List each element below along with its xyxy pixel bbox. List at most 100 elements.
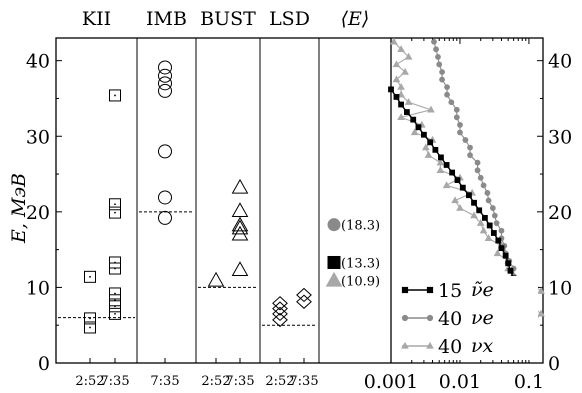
spectrum-point xyxy=(476,207,483,214)
mean-marker xyxy=(325,271,343,287)
event-marker xyxy=(231,202,249,218)
event-marker-dot xyxy=(114,299,116,302)
event-marker xyxy=(207,271,225,287)
legend-series-name: νx xyxy=(471,335,494,357)
legend-marker xyxy=(401,341,409,349)
spectrum-point xyxy=(403,109,410,115)
panel-title: LSD xyxy=(269,8,310,30)
spectrum-point xyxy=(456,203,464,211)
legend-count: 15 xyxy=(438,280,462,302)
spectrum-point xyxy=(457,122,463,128)
mean-energy-marks: (18.3) (13.3) (10.9) xyxy=(325,218,380,290)
spectrum-point xyxy=(398,101,404,108)
spectrum-point xyxy=(498,245,505,252)
event-marker xyxy=(109,256,121,269)
event-marker xyxy=(158,76,172,91)
spectrum-point xyxy=(485,197,492,204)
column-label: 2:52 xyxy=(75,374,104,389)
spectrum-point xyxy=(484,190,491,196)
event-marker-dot xyxy=(114,261,116,264)
spectrum-point xyxy=(467,152,473,159)
x-tick-label: 0.01 xyxy=(439,371,481,393)
panel-title: IMB xyxy=(146,8,187,30)
column-label: 7:35 xyxy=(100,374,129,389)
panel-titles: KII IMB BUST LSD ⟨E⟩ xyxy=(82,8,369,30)
spectrum-point xyxy=(439,69,445,75)
event-marker xyxy=(272,306,288,322)
right-y-tick-label: 40 xyxy=(548,51,572,73)
spectrum-point xyxy=(462,137,469,143)
event-marker xyxy=(231,225,249,241)
event-marker xyxy=(231,261,249,276)
event-marker xyxy=(158,60,172,75)
spectrum-point xyxy=(493,249,502,257)
event-marker xyxy=(158,190,172,205)
spectrum-point xyxy=(482,214,488,221)
legend-marker xyxy=(426,341,434,349)
spectrum-point xyxy=(474,159,481,166)
column-label: 7:35 xyxy=(150,374,179,389)
event-marker xyxy=(272,296,288,311)
spectrum-point xyxy=(427,105,435,113)
spectrum-point xyxy=(410,128,419,136)
spectrum-point xyxy=(427,139,434,146)
spectrum-point xyxy=(495,237,502,244)
event-marker xyxy=(231,216,249,232)
spectrum-point xyxy=(388,86,394,93)
event-marker xyxy=(109,287,121,300)
spectrum-point xyxy=(435,53,441,60)
spectrum-point xyxy=(401,67,409,75)
mean-value-label: (10.9) xyxy=(341,275,380,290)
spectrum-point xyxy=(480,182,487,189)
spectrum-point xyxy=(470,211,478,219)
spectrum-point xyxy=(392,75,401,83)
x-tick-label: 0.1 xyxy=(514,371,544,393)
column-label: 2:52 xyxy=(265,374,294,389)
y-tick-label: 30 xyxy=(26,126,50,148)
spectrum-point xyxy=(479,226,488,234)
spectrum-point xyxy=(537,309,545,317)
spectrum-point xyxy=(397,45,405,53)
y-tick-label: 10 xyxy=(26,277,50,299)
spectrum-point xyxy=(484,234,493,241)
spectrum-point xyxy=(493,220,500,227)
spectrum-point xyxy=(433,46,439,53)
spectrum-point xyxy=(444,91,450,98)
spectrum-point xyxy=(415,124,422,131)
spectrum-point xyxy=(404,52,413,60)
spectrum-point xyxy=(451,196,459,204)
event-marker-dot xyxy=(114,203,116,206)
spectrum-point xyxy=(491,212,498,219)
legend-marker xyxy=(426,314,434,322)
column-label: 7:35 xyxy=(289,374,318,389)
y-tick-label: 0 xyxy=(38,353,50,375)
event-marker xyxy=(158,68,172,83)
spectrum-point xyxy=(471,199,477,206)
spectrum-point xyxy=(392,60,401,68)
chart-frame: 0 10 20 30 40 0 10 20 30 40 0.001 0.01 0.1 xyxy=(26,37,572,393)
spectrum-point xyxy=(486,222,493,229)
event-marker xyxy=(231,178,249,194)
legend-series-name: ν̃e xyxy=(471,279,494,301)
mean-marker xyxy=(327,218,341,232)
panel-title: KII xyxy=(82,8,111,30)
event-marker xyxy=(231,219,249,235)
event-marker xyxy=(84,321,96,334)
spectrum-point xyxy=(432,146,439,153)
event-marker-dot xyxy=(114,94,116,97)
spectrum-point xyxy=(466,192,472,199)
spectrum-point xyxy=(404,98,413,105)
legend-series-name: νe xyxy=(471,307,494,329)
spectrum-point xyxy=(410,116,417,123)
event-marker xyxy=(272,301,288,316)
spectrum-point xyxy=(449,169,456,176)
spectrum-point xyxy=(459,184,466,191)
event-marker xyxy=(158,210,172,225)
spectrum-point xyxy=(448,99,455,106)
spectrum-point xyxy=(438,154,444,161)
right-y-tick-label: 0 xyxy=(548,353,560,375)
spectrum-point xyxy=(444,84,450,91)
spectrum-point xyxy=(454,177,461,183)
event-marker xyxy=(109,294,121,307)
